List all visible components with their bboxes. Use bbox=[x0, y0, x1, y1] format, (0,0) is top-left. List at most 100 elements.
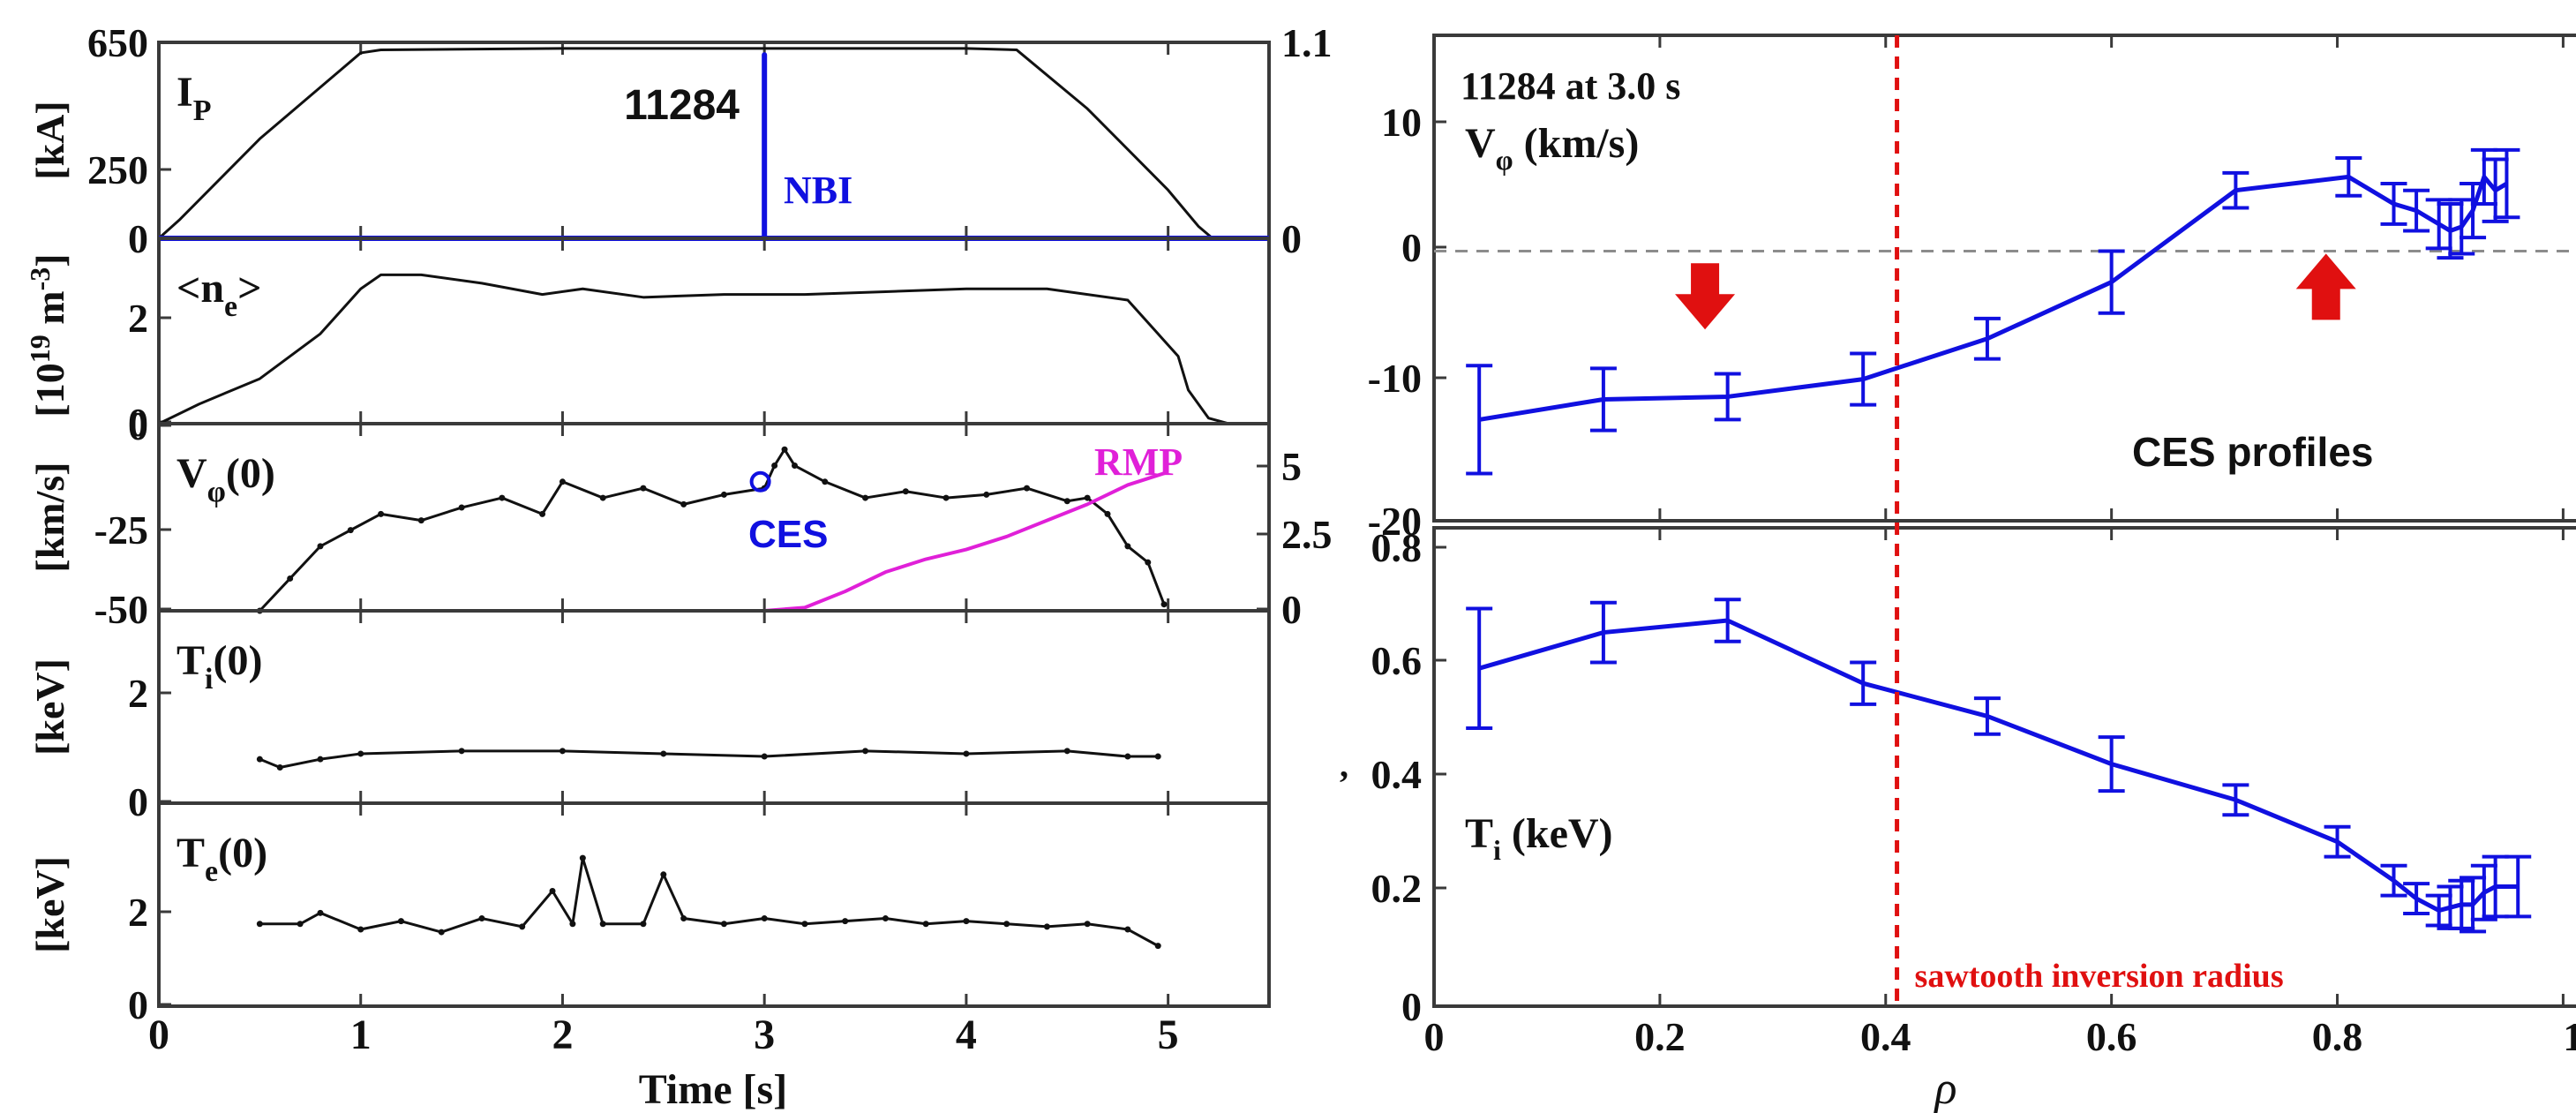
ces-profiles-label: CES profiles bbox=[2132, 429, 2374, 475]
data-point bbox=[599, 921, 606, 928]
data-point bbox=[1124, 543, 1131, 550]
x-tick-label: 3 bbox=[754, 1011, 775, 1058]
data-point bbox=[478, 915, 485, 922]
data-point bbox=[963, 918, 970, 925]
data-point bbox=[882, 915, 889, 922]
label-sub: φ bbox=[207, 476, 226, 508]
label-main: I bbox=[176, 69, 193, 116]
profile-line-0 bbox=[1478, 618, 2519, 914]
data-point bbox=[599, 494, 606, 501]
label-main: T bbox=[176, 830, 205, 876]
data-point bbox=[922, 921, 929, 928]
data-point bbox=[397, 918, 404, 925]
data-point bbox=[1084, 921, 1091, 928]
y-tick-label: 650 bbox=[87, 20, 148, 65]
data-point bbox=[1154, 753, 1161, 760]
series-line-0 bbox=[158, 273, 1229, 425]
panel-unit: [km/s] bbox=[27, 462, 72, 572]
label-sub: φ bbox=[1496, 144, 1513, 176]
y-tick-label: 10 bbox=[1381, 100, 1422, 145]
data-point bbox=[1084, 494, 1091, 501]
y-tick-label: 0 bbox=[128, 216, 148, 261]
panel-label: IP bbox=[176, 69, 211, 127]
data-point bbox=[256, 921, 263, 928]
unit-post: ] bbox=[27, 253, 72, 267]
panel-frame bbox=[1432, 526, 2576, 1008]
data-point bbox=[1154, 943, 1161, 950]
annotation: 11284 at 3.0 s bbox=[1461, 64, 1680, 108]
ces-marker bbox=[749, 470, 771, 493]
data-point bbox=[862, 494, 869, 501]
panel-unit: [keV] bbox=[27, 658, 72, 756]
data-point bbox=[771, 462, 778, 470]
y-tick-label: -10 bbox=[1368, 356, 1422, 401]
red-arrow-icon bbox=[1675, 263, 1736, 330]
x-tick-label: 0.4 bbox=[1860, 1014, 1911, 1059]
profile-line-0 bbox=[1478, 174, 2508, 422]
series-line-0 bbox=[259, 447, 1166, 613]
unit-mid: m bbox=[27, 290, 72, 335]
label-sub: e bbox=[224, 290, 237, 323]
label-end: (0) bbox=[218, 830, 267, 876]
y2-tick-label: 5 bbox=[1281, 444, 1302, 489]
data-point bbox=[1124, 926, 1131, 933]
y-tick-label: 0.6 bbox=[1371, 638, 1423, 683]
data-point bbox=[761, 915, 768, 922]
time-panel-0: 650 250 0 1.1 0 IP [kA] bbox=[27, 20, 1333, 261]
time-panel-4: 2 0 Te(0) [keV] bbox=[27, 801, 1271, 1027]
data-point bbox=[1043, 923, 1050, 930]
data-point bbox=[357, 750, 364, 757]
data-point bbox=[347, 527, 354, 534]
data-point bbox=[842, 918, 849, 925]
data-point bbox=[963, 750, 970, 757]
left-time-traces: 65025001.10IP[kA]20<ne>0-25-5052.50Vφ(0)… bbox=[24, 20, 1333, 1113]
y2-tick-label: 2.5 bbox=[1281, 512, 1333, 557]
data-point bbox=[862, 748, 869, 755]
data-point bbox=[1145, 559, 1152, 566]
label-sub: i bbox=[1493, 834, 1501, 866]
rmp-label: RMP bbox=[1094, 440, 1183, 484]
label-end: (keV) bbox=[1501, 810, 1613, 857]
data-point bbox=[640, 921, 647, 928]
data-point bbox=[1003, 921, 1010, 928]
data-point bbox=[287, 575, 294, 582]
y-tick-label: 0 bbox=[128, 779, 148, 824]
data-point bbox=[660, 871, 667, 878]
data-point bbox=[357, 926, 364, 933]
nbi-label: NBI bbox=[784, 169, 852, 212]
panel-frame bbox=[157, 609, 1271, 805]
label-sub: P bbox=[193, 94, 212, 127]
data-point bbox=[539, 510, 546, 517]
panel-label: Vφ(0) bbox=[176, 450, 275, 508]
unit-sup1: 19 bbox=[24, 335, 56, 363]
x-tick-label: 4 bbox=[956, 1011, 977, 1058]
data-point bbox=[378, 510, 385, 517]
x-tick-label: 5 bbox=[1158, 1011, 1179, 1058]
y-tick-label: -20 bbox=[1368, 499, 1422, 544]
label-main: V bbox=[1465, 120, 1496, 167]
data-point bbox=[317, 543, 324, 550]
data-point bbox=[317, 756, 324, 763]
data-point bbox=[499, 494, 506, 501]
x-axis-label: Time [s] bbox=[639, 1066, 787, 1113]
data-point bbox=[801, 921, 808, 928]
data-point bbox=[1104, 510, 1111, 517]
ces-label: CES bbox=[748, 513, 828, 556]
label-main: T bbox=[1465, 810, 1493, 857]
data-point bbox=[943, 494, 950, 501]
label-main: V bbox=[176, 450, 207, 497]
data-point bbox=[317, 909, 324, 916]
y-tick-label: 2 bbox=[128, 671, 148, 716]
y-tick-label: 0.4 bbox=[1371, 752, 1423, 797]
data-point bbox=[660, 750, 667, 757]
time-panel-1: 2 0 <ne> bbox=[128, 237, 1271, 445]
data-point bbox=[1124, 753, 1131, 760]
series-line-0 bbox=[259, 749, 1159, 770]
data-point bbox=[438, 929, 445, 936]
label-end: (km/s) bbox=[1513, 120, 1640, 167]
y-tick-label: -25 bbox=[94, 508, 148, 553]
data-point bbox=[983, 491, 990, 498]
x-axis-label: ρ bbox=[1934, 1064, 1957, 1113]
unit-pre: [10 bbox=[27, 363, 72, 417]
